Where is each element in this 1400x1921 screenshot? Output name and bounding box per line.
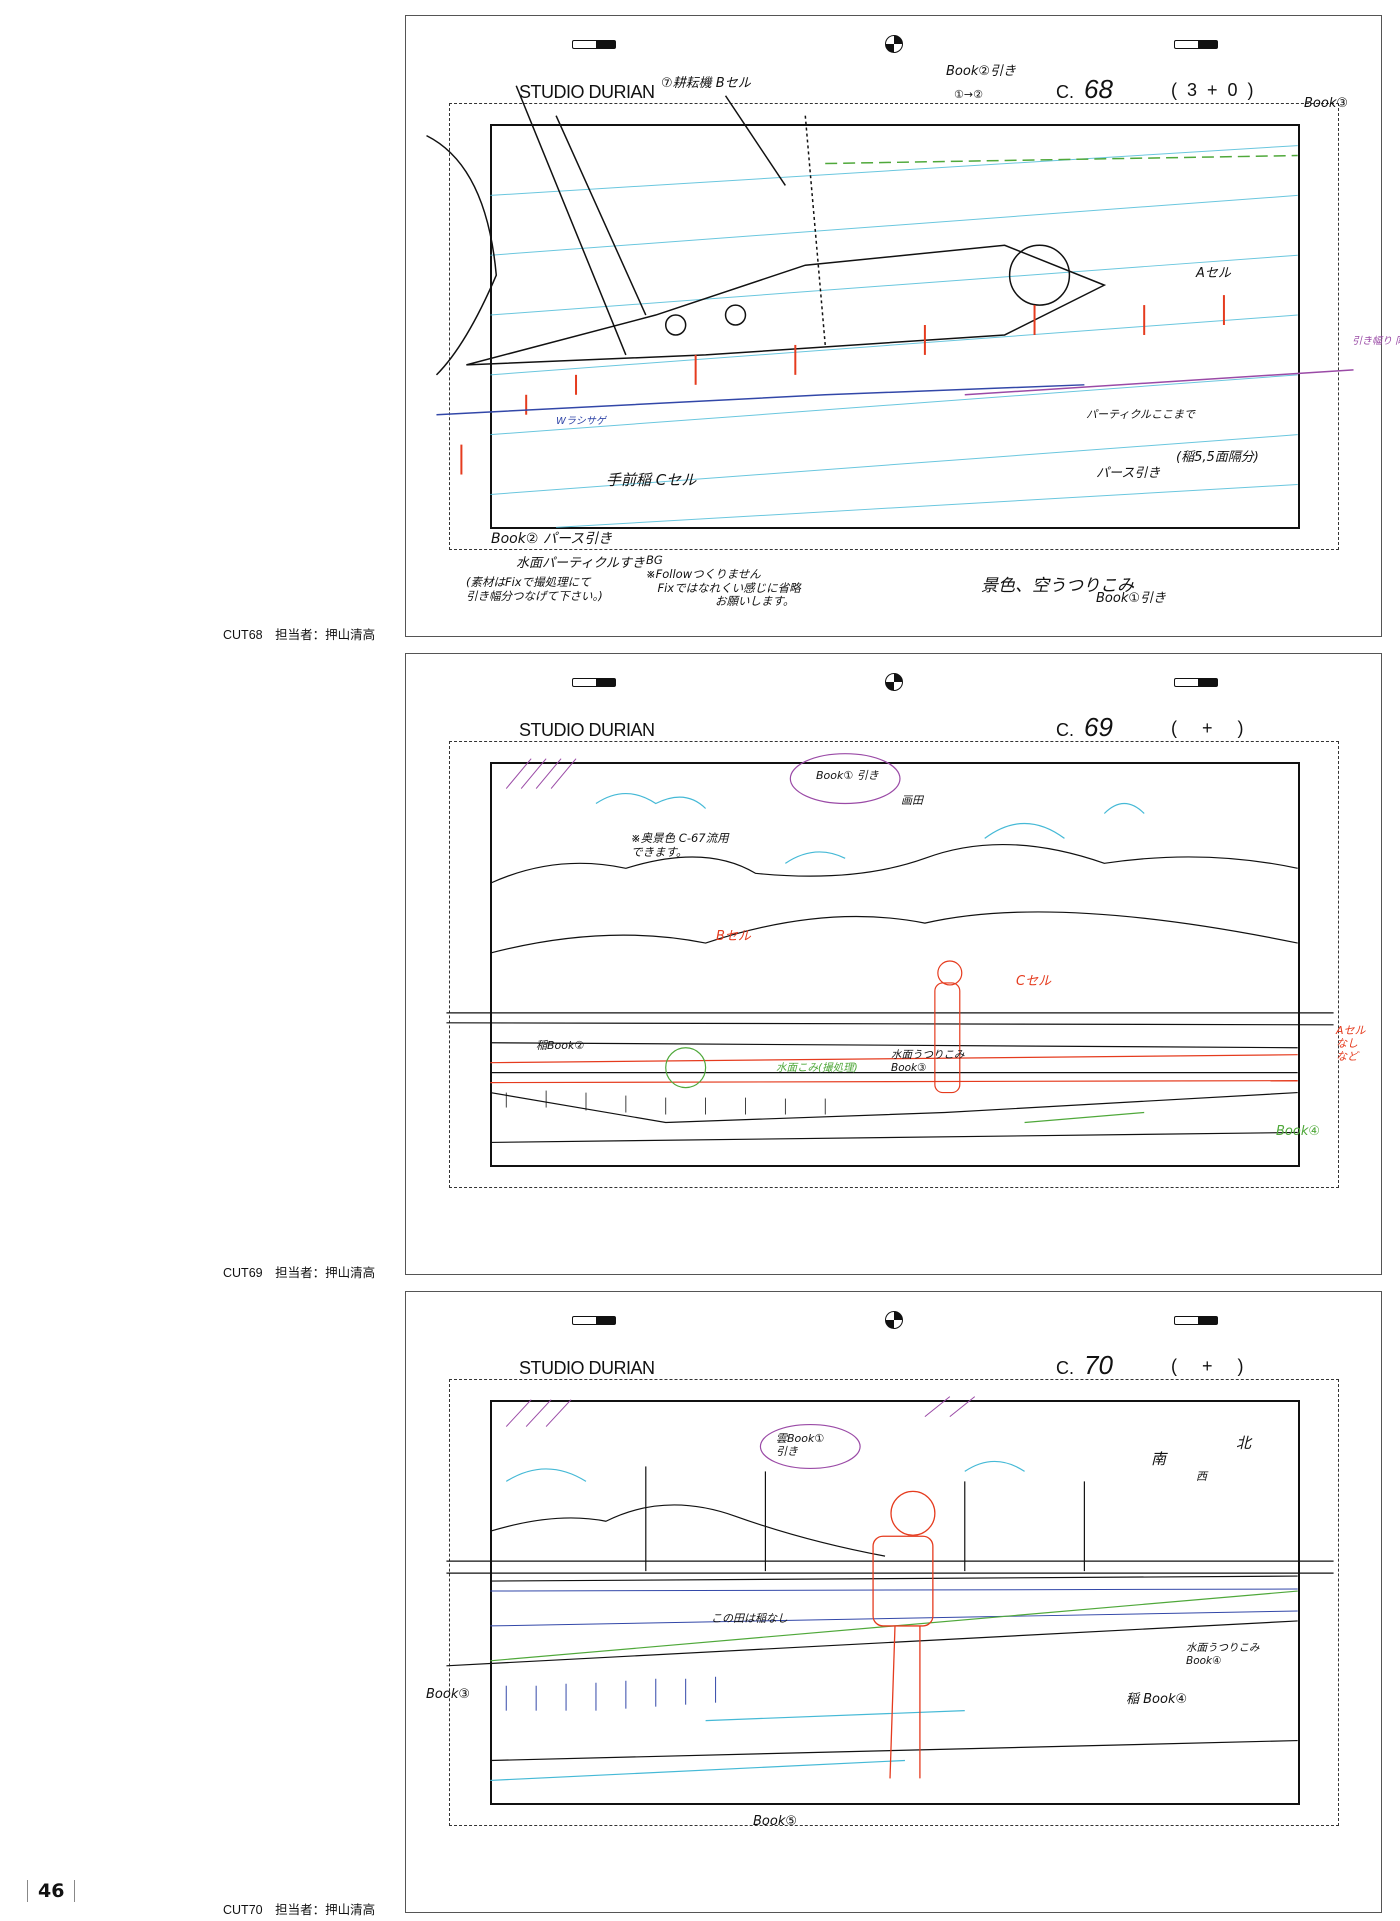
cel-count: (3+0) <box>1171 80 1264 100</box>
note: Book③ <box>426 1687 471 1702</box>
note: 手前稲 Cセル <box>606 471 697 489</box>
registration-bar-right <box>1174 1316 1218 1325</box>
studio-label: STUDIO DURIAN <box>519 1358 655 1378</box>
cut-prefix: C. <box>1056 82 1074 102</box>
note: 雲Book① 引き <box>776 1432 825 1459</box>
cel-count: ( + ) <box>1171 718 1254 738</box>
layout-drawing-cut70 <box>446 1396 1334 1782</box>
camera-frame <box>490 1400 1300 1805</box>
cut-number: C. 69 <box>1056 712 1113 743</box>
cut-number-value: 68 <box>1084 74 1113 104</box>
layout-drawing-cut68 <box>426 85 1354 528</box>
cel-count: ( + ) <box>1171 1356 1254 1376</box>
note: パース引き <box>1096 466 1161 481</box>
note: Book① 引き <box>816 769 879 782</box>
note: 稲Book② <box>536 1039 585 1052</box>
note: 稲 Book④ <box>1126 1692 1188 1707</box>
note: 南 <box>1151 1450 1167 1468</box>
note: 画田 <box>901 794 923 807</box>
note: (素材はFixで撮処理にて 引き幅分つなげて下さい。) <box>466 575 603 603</box>
note: この田は稲なし <box>711 1612 788 1625</box>
registration-bar-left <box>572 40 616 49</box>
cut-prefix: C. <box>1056 720 1074 740</box>
note: Wラシサゲ <box>556 416 606 427</box>
note: BG ※Followつくりません Fixではなれくい感じに省略 お願いします。 <box>646 553 801 609</box>
layout-sheet-cut70: STUDIO DURIAN C. 70 ( + ) 雲Book① 引き 南 北 西… <box>405 1291 1382 1913</box>
registration-target-icon <box>885 673 903 691</box>
studio-label: STUDIO DURIAN <box>519 720 655 740</box>
note: Book②引き <box>946 64 1017 79</box>
note: 水面うつりこみ Book③ <box>891 1049 965 1074</box>
note: 水面うつりこみ Book④ <box>1186 1642 1260 1667</box>
outer-field-frame <box>449 741 1339 1188</box>
note: Book⑤ <box>753 1814 798 1829</box>
note: Cセル <box>1016 974 1052 989</box>
caption-cut68: CUT68 担当者：押山清高 <box>223 628 376 642</box>
studio-label: STUDIO DURIAN <box>519 82 655 102</box>
registration-bar-left <box>572 1316 616 1325</box>
layout-drawing-cut69 <box>446 753 1334 1144</box>
note: Book④ <box>1276 1124 1321 1139</box>
registration-bar-right <box>1174 678 1218 687</box>
cut-number-value: 69 <box>1084 712 1113 742</box>
note: 西 <box>1196 1470 1207 1483</box>
note: Bセル <box>716 929 751 944</box>
note: パーティクルここまで <box>1086 408 1196 421</box>
caption-cut69: CUT69 担当者：押山清高 <box>223 1266 376 1280</box>
note: Book①引き <box>1096 591 1167 606</box>
note: Book③ <box>1304 96 1349 111</box>
layout-sheet-cut68: STUDIO DURIAN C. 68 (3+0) ⑦耕耘機 Bセル Book②引… <box>405 15 1400 637</box>
note: 水面パーティクルすき <box>516 556 645 571</box>
note: ※奥景色 C-67流用 できます。 <box>631 831 729 859</box>
note: ①→② <box>954 88 983 101</box>
page-number: 46 <box>27 1880 76 1902</box>
registration-target-icon <box>885 1311 903 1329</box>
outer-field-frame <box>449 1379 1339 1826</box>
camera-frame <box>490 762 1300 1167</box>
cut-number-value: 70 <box>1084 1350 1113 1380</box>
note: 引き幅り 同一 <box>1352 336 1400 347</box>
note: ⑦耕耘機 Bセル <box>661 76 751 91</box>
layout-sheet-cut69: STUDIO DURIAN C. 69 ( + ) Book① 引き 画田 ※奥景… <box>405 653 1382 1275</box>
note: 北 <box>1236 1434 1252 1452</box>
camera-frame <box>490 124 1300 529</box>
cut-number: C. 68 <box>1056 74 1113 105</box>
cut-prefix: C. <box>1056 1358 1074 1378</box>
caption-cut70: CUT70 担当者：押山清高 <box>223 1903 376 1917</box>
note: 景色、空うつりこみ <box>981 576 1134 596</box>
registration-target-icon <box>885 35 903 53</box>
cut-number: C. 70 <box>1056 1350 1113 1381</box>
note: Aセル <box>1196 266 1231 281</box>
note: 水面こみ(撮処理) <box>776 1062 858 1074</box>
note: (稲5,5面隔分) <box>1176 450 1259 465</box>
registration-bar-left <box>572 678 616 687</box>
note: Aセル なし など <box>1336 1024 1366 1064</box>
registration-bar-right <box>1174 40 1218 49</box>
outer-field-frame <box>449 103 1339 550</box>
note: Book② パース引き <box>491 531 613 547</box>
